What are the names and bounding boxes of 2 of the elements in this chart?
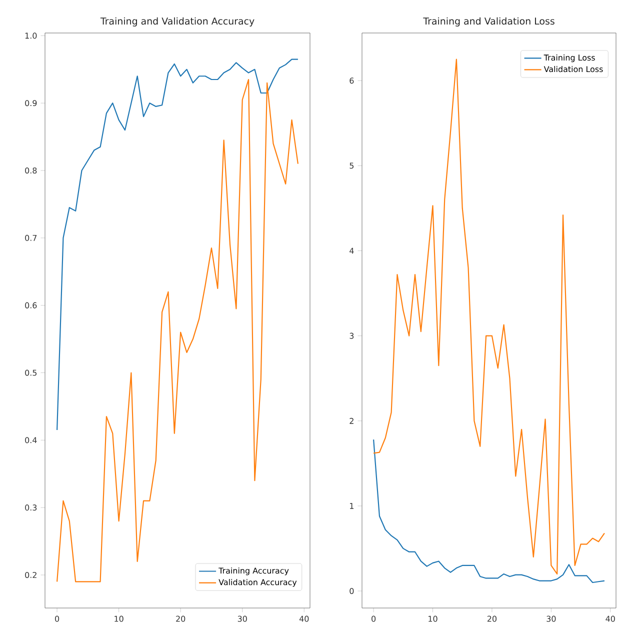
chart-title: Training and Validation Accuracy — [100, 17, 254, 26]
chart-title: Training and Validation Loss — [423, 17, 554, 26]
